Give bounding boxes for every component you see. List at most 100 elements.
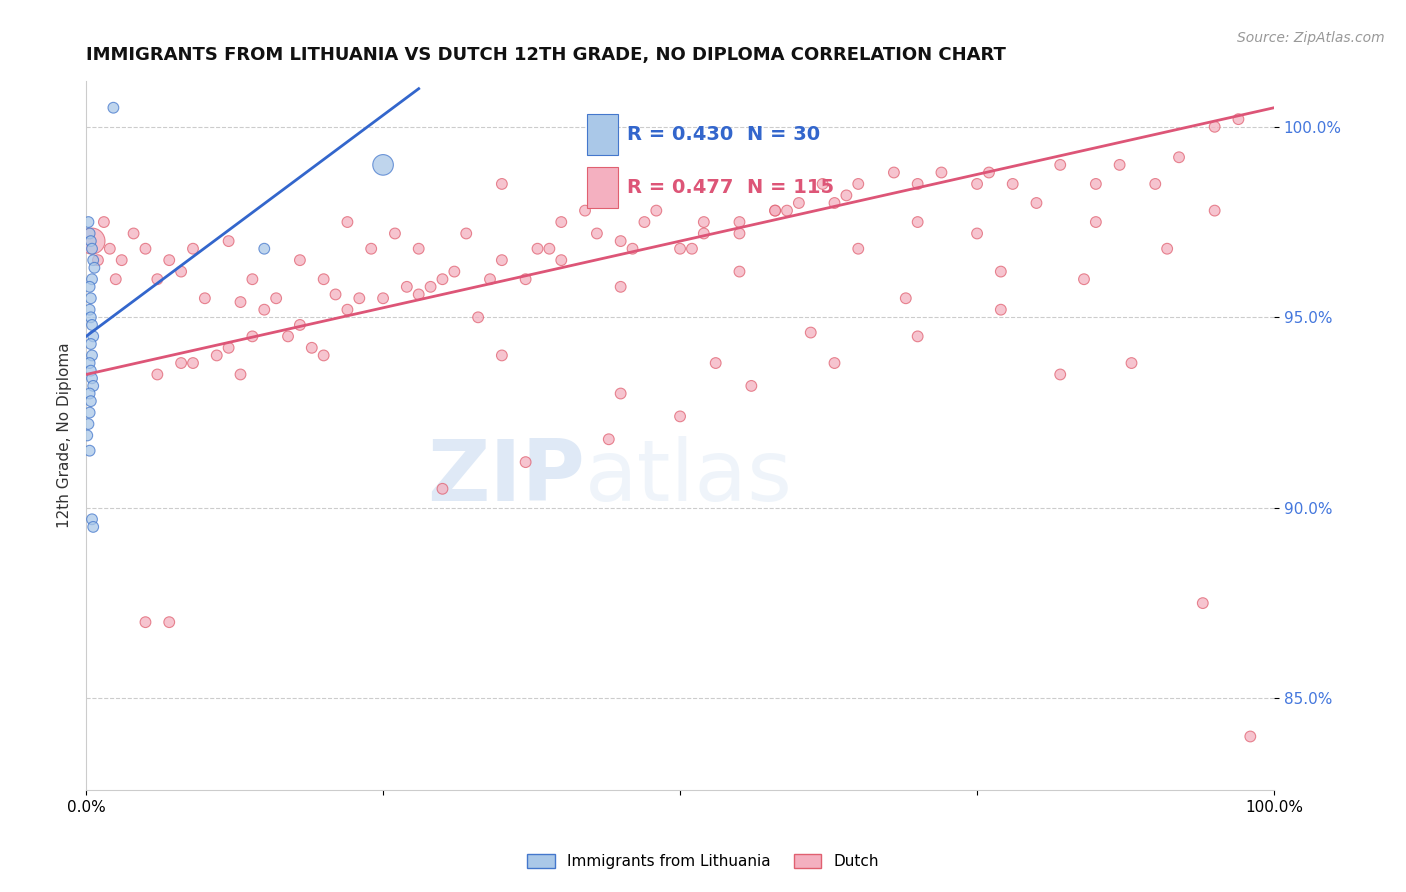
Point xyxy=(432,482,454,496)
Point xyxy=(621,242,644,256)
Point xyxy=(609,234,631,248)
Point xyxy=(80,310,103,325)
Point xyxy=(515,455,537,469)
Point xyxy=(82,253,104,268)
Point xyxy=(384,227,406,241)
Point xyxy=(336,215,359,229)
Point xyxy=(586,227,609,241)
Point xyxy=(80,348,103,362)
Point xyxy=(763,203,786,218)
Point xyxy=(478,272,501,286)
Point xyxy=(966,177,988,191)
Point xyxy=(977,165,1000,179)
Point xyxy=(312,348,335,362)
Point xyxy=(288,318,311,332)
Point xyxy=(763,203,786,218)
Point xyxy=(467,310,489,325)
Point xyxy=(146,272,169,286)
Point xyxy=(693,215,716,229)
Point xyxy=(1191,596,1213,610)
Point xyxy=(80,318,103,332)
Point xyxy=(77,215,100,229)
Point xyxy=(80,371,103,385)
Point xyxy=(1073,272,1095,286)
Point xyxy=(408,242,430,256)
Point xyxy=(491,348,513,362)
Point xyxy=(80,394,103,409)
Point xyxy=(253,242,276,256)
Point xyxy=(122,227,145,241)
Point xyxy=(80,291,103,305)
Point xyxy=(907,215,929,229)
Point xyxy=(77,417,100,431)
Point xyxy=(80,242,103,256)
Point xyxy=(205,348,228,362)
Point xyxy=(242,272,264,286)
Point xyxy=(1084,215,1107,229)
Point xyxy=(104,272,127,286)
Point xyxy=(681,242,703,256)
Point xyxy=(693,227,716,241)
Point xyxy=(966,227,988,241)
Point xyxy=(633,215,655,229)
Point xyxy=(181,242,204,256)
Point xyxy=(194,291,217,305)
Point xyxy=(1168,150,1191,164)
Point xyxy=(218,234,240,248)
Point xyxy=(371,158,394,172)
Point xyxy=(740,379,762,393)
Point xyxy=(574,203,596,218)
Point xyxy=(103,101,125,115)
Point xyxy=(157,615,180,629)
Point xyxy=(80,364,103,378)
Point xyxy=(1227,112,1250,127)
Point xyxy=(1144,177,1167,191)
Point xyxy=(76,428,98,442)
Legend: Immigrants from Lithuania, Dutch: Immigrants from Lithuania, Dutch xyxy=(522,848,884,875)
Point xyxy=(728,227,751,241)
Point xyxy=(728,264,751,278)
Point xyxy=(550,215,572,229)
Point xyxy=(288,253,311,268)
Text: ZIP: ZIP xyxy=(427,436,585,519)
Point xyxy=(134,615,156,629)
Point xyxy=(82,520,104,534)
Text: Source: ZipAtlas.com: Source: ZipAtlas.com xyxy=(1237,31,1385,45)
Point xyxy=(87,253,110,268)
Point xyxy=(229,295,252,310)
Point xyxy=(395,280,418,294)
Point xyxy=(907,329,929,343)
Point xyxy=(990,264,1012,278)
Point xyxy=(846,242,869,256)
Point xyxy=(79,227,101,241)
Point xyxy=(371,291,394,305)
Point xyxy=(146,368,169,382)
Point xyxy=(336,302,359,317)
Point xyxy=(80,337,103,351)
Point xyxy=(1121,356,1143,370)
Point xyxy=(170,264,193,278)
Text: atlas: atlas xyxy=(585,436,793,519)
Point xyxy=(609,386,631,401)
Point xyxy=(80,234,103,248)
Point xyxy=(1108,158,1130,172)
Point xyxy=(1204,120,1226,134)
Point xyxy=(312,272,335,286)
Point xyxy=(1049,368,1071,382)
Point xyxy=(669,409,692,424)
Point xyxy=(79,443,101,458)
Point xyxy=(80,272,103,286)
Point xyxy=(609,280,631,294)
Point xyxy=(456,227,478,241)
Point xyxy=(80,234,103,248)
Point xyxy=(776,203,799,218)
Point xyxy=(419,280,441,294)
Point xyxy=(111,253,134,268)
Point xyxy=(79,280,101,294)
Point xyxy=(824,356,846,370)
Point xyxy=(229,368,252,382)
Point xyxy=(669,242,692,256)
Point xyxy=(1025,196,1047,211)
Point xyxy=(835,188,858,202)
Point xyxy=(218,341,240,355)
